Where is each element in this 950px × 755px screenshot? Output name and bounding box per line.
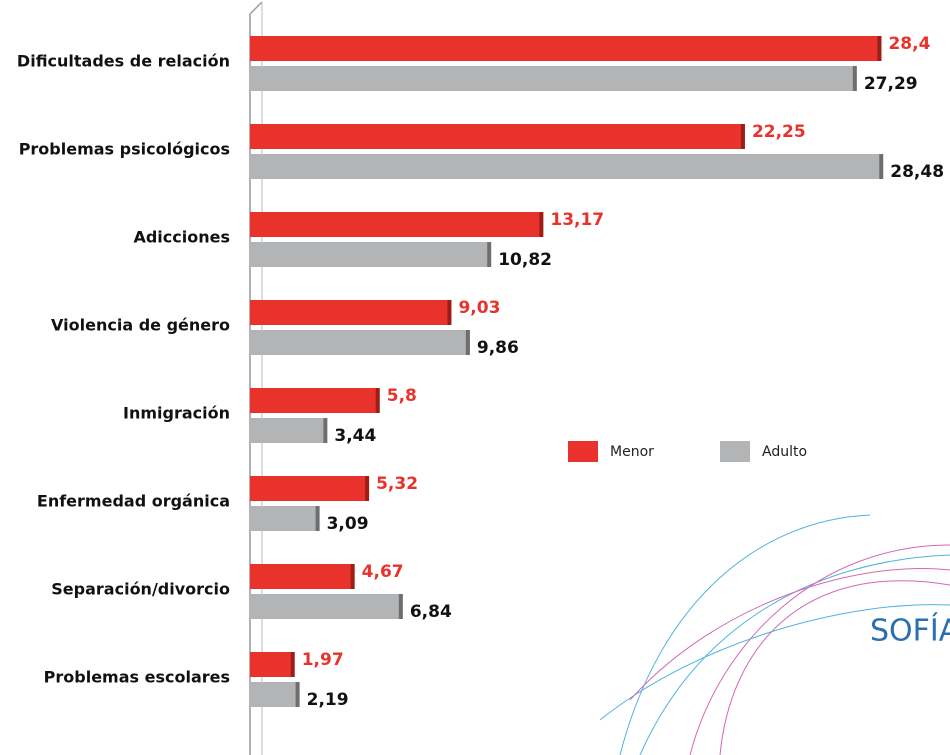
category-label: Dificultades de relación: [17, 52, 230, 71]
bar-end: [376, 388, 380, 413]
bar: [250, 300, 450, 325]
value-label: 27,29: [864, 74, 918, 94]
category-label: Enfermedad orgánica: [37, 492, 230, 511]
value-label: 9,03: [458, 298, 500, 318]
legend-label: Adulto: [762, 444, 807, 460]
bar: [250, 418, 326, 443]
legend-swatch: [568, 441, 598, 462]
value-label: 10,82: [498, 250, 552, 270]
category-label: Adicciones: [133, 228, 230, 247]
bar-end: [365, 476, 369, 501]
bar: [250, 154, 882, 179]
decoration-text: SOFÍA: [870, 613, 950, 649]
value-label: 1,97: [302, 650, 344, 670]
bar: [250, 476, 368, 501]
bar-end: [399, 594, 403, 619]
bar-end: [879, 154, 883, 179]
bar: [250, 330, 469, 355]
bar: [250, 594, 402, 619]
bar-end: [316, 506, 320, 531]
value-label: 2,19: [307, 690, 349, 710]
category-label: Inmigración: [123, 404, 230, 423]
value-label: 3,44: [334, 426, 376, 446]
category-label: Problemas psicológicos: [19, 140, 230, 159]
value-label: 22,25: [752, 122, 806, 142]
category-label: Violencia de género: [51, 316, 230, 335]
value-label: 3,09: [327, 514, 369, 534]
bar-end: [291, 652, 295, 677]
chart: SOFÍA Dificultades de relación 28,4 27,29 P…: [0, 0, 950, 755]
value-label: 28,48: [890, 162, 944, 182]
value-label: 9,86: [477, 338, 519, 358]
bar-end: [323, 418, 327, 443]
value-label: 4,67: [362, 562, 404, 582]
bar-end: [296, 682, 300, 707]
category-label: Problemas escolares: [44, 668, 230, 687]
bar: [250, 388, 379, 413]
bar: [250, 36, 880, 61]
legend-label: Menor: [610, 444, 654, 460]
axis-line: [250, 2, 262, 14]
bar: [250, 212, 542, 237]
value-label: 13,17: [550, 210, 604, 230]
bar: [250, 66, 856, 91]
bar-end: [447, 300, 451, 325]
value-label: 5,32: [376, 474, 418, 494]
bar: [250, 506, 319, 531]
value-label: 5,8: [387, 386, 417, 406]
bar: [250, 652, 294, 677]
bar-end: [351, 564, 355, 589]
legend-swatch: [720, 441, 750, 462]
bar: [250, 124, 744, 149]
value-label: 6,84: [410, 602, 452, 622]
bar: [250, 682, 299, 707]
bar: [250, 242, 490, 267]
value-label: 28,4: [888, 34, 930, 54]
bar: [250, 564, 354, 589]
bar-end: [853, 66, 857, 91]
category-label: Separación/divorcio: [51, 580, 230, 599]
bar-end: [539, 212, 543, 237]
bar-end: [487, 242, 491, 267]
bar-end: [741, 124, 745, 149]
bar-end: [466, 330, 470, 355]
bar-end: [877, 36, 881, 61]
